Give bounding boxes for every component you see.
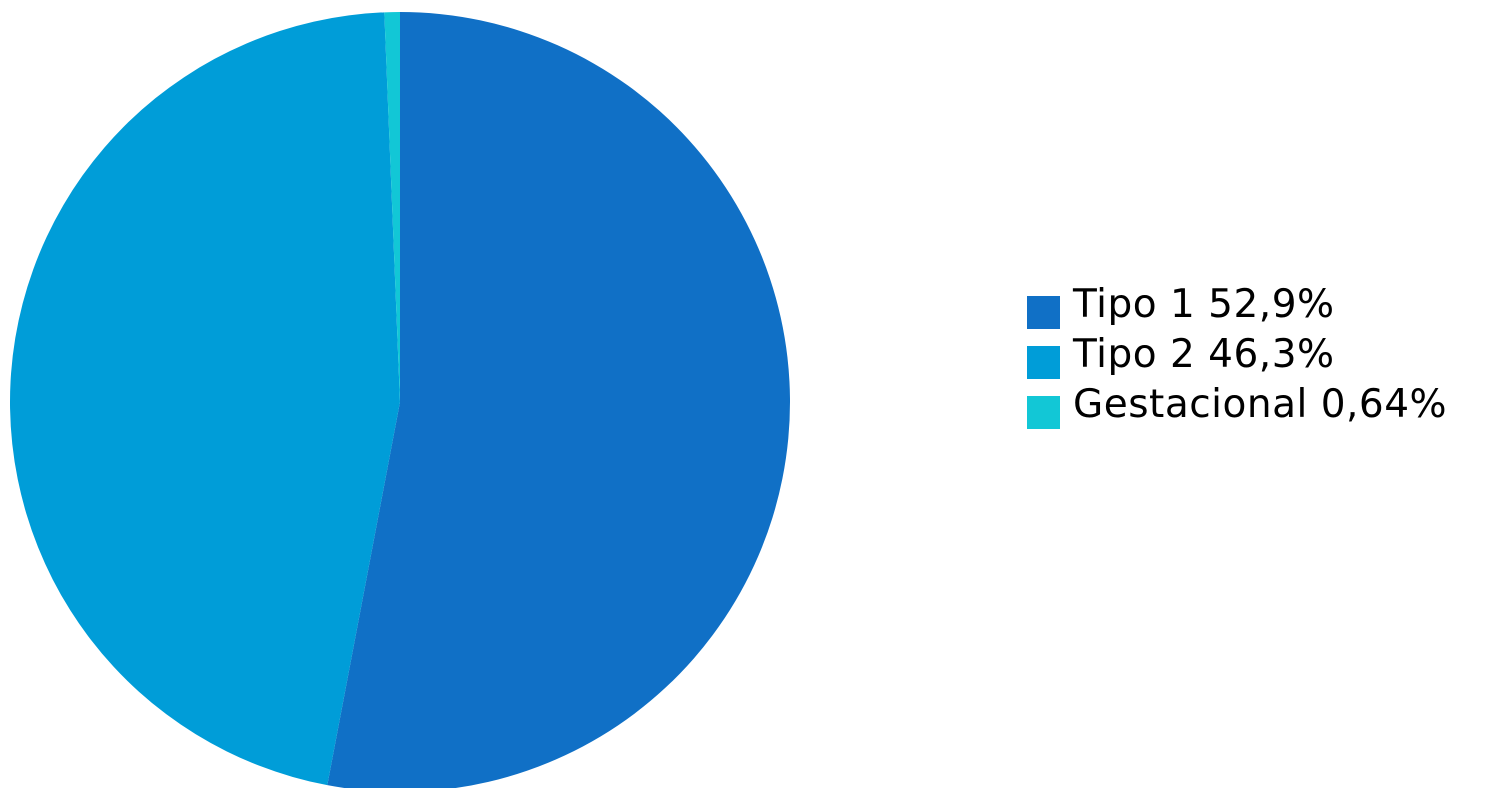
pie-slice-tipo-1 (327, 12, 790, 788)
pie-slice-tipo-2 (9, 12, 400, 786)
legend-item-tipo-1: Tipo 1 52,9% (1027, 282, 1447, 329)
legend-swatch-tipo-1 (1027, 295, 1060, 329)
legend-item-gestacional: Gestacional 0,64% (1027, 382, 1448, 429)
legend: Tipo 1 52,9% Tipo 2 46,3% Gestacional 0,… (1027, 282, 1447, 432)
pie-plot-area (9, 12, 790, 788)
legend-item-tipo-2: Tipo 2 46,3% (1027, 332, 1447, 379)
legend-swatch-gestacional (1027, 395, 1060, 429)
legend-label-gestacional: Gestacional 0,64% (1073, 382, 1448, 427)
legend-swatch-tipo-2 (1027, 345, 1060, 379)
legend-label-tipo-2: Tipo 2 46,3% (1073, 332, 1335, 377)
pie-slice-gestacional (384, 12, 400, 402)
legend-label-tipo-1: Tipo 1 52,9% (1073, 282, 1335, 327)
